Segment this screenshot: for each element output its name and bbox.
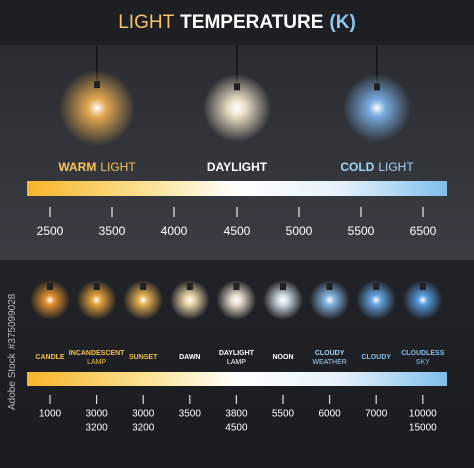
item-label: LAMP [227,359,246,366]
scale-value: 5000 [286,224,313,238]
title-main: TEMPERATURE [180,12,323,33]
item-label: DAYLIGHT [219,350,255,357]
bulb-socket [326,283,333,290]
bulb-socket [234,83,240,91]
spectrum-bar [27,372,447,386]
bulb-glow [356,280,397,320]
scale-value: 4000 [161,224,188,238]
light-label: DAYLIGHT [207,160,268,174]
item-label: LAMP [87,359,106,366]
bulb-glow [216,280,257,320]
bulb-socket [373,283,380,290]
spectrum-bar [27,181,447,196]
item-label: CANDLE [35,354,64,361]
item-value: 3200 [85,423,108,434]
bulb-glow [263,280,303,320]
title-light: LIGHT [118,12,174,33]
bulb-glow [30,280,70,320]
label-strong: DAYLIGHT [207,160,268,174]
bulb-socket [280,283,286,290]
item-value: 4500 [225,423,248,434]
item-label: CLOUDY [315,350,345,357]
image-id: #375099028 [7,293,18,349]
scale-value: 3500 [99,224,126,238]
item-label: NOON [273,354,294,361]
scale-value: 4500 [224,224,251,238]
bulb-socket [186,283,193,290]
item-value: 7000 [365,409,388,420]
label-light: LIGHT [378,160,414,174]
item-value: 3800 [225,409,248,420]
side-text: Adobe Stock #375099028 [7,293,18,410]
item-label: DAWN [179,354,200,361]
label-strong: WARM [58,160,96,174]
bulb-glow [59,70,135,146]
item-label: SKY [416,359,430,366]
item-value: 3200 [132,423,155,434]
label-strong: COLD [340,160,374,174]
header-bg [0,0,474,45]
bulb-glow [309,280,350,320]
item-value: 3000 [132,409,155,420]
item-value: 3000 [85,409,108,420]
light-label: COLD LIGHT [340,160,414,174]
bulb-socket [94,81,100,89]
bulb-glow [402,280,443,320]
item-label: CLOUDLESS [401,350,445,357]
bulb-glow [76,280,117,320]
item-value: 3500 [179,409,202,420]
bulb-socket [374,83,380,91]
item-label: SUNSET [129,354,158,361]
scale-value: 6500 [410,224,437,238]
bulb-glow [169,280,210,320]
item-value: 6000 [318,409,341,420]
bulb-glow [343,74,411,142]
item-label: CLOUDY [361,354,391,361]
brand: Adobe Stock [7,352,18,410]
title: LIGHT TEMPERATURE (K) [118,12,356,33]
item-label: WEATHER [312,359,346,366]
bulb-socket [419,283,426,290]
bulb-socket [47,283,53,290]
item-value: 5500 [272,409,295,420]
title-unit: (K) [329,12,355,33]
label-light: LIGHT [100,160,136,174]
light-label: WARM LIGHT [58,160,136,174]
scale-value: 5500 [348,224,375,238]
bulb-glow [203,74,271,142]
item-value: 10000 [409,409,437,420]
bulb-socket [140,283,147,290]
item-value: 1000 [39,409,62,420]
bulb-socket [233,283,240,290]
bulb-glow [123,280,164,320]
bulb-socket [93,283,100,290]
item-value: 15000 [409,423,437,434]
item-label: INCANDESCENT [69,350,125,357]
scale-value: 2500 [37,224,64,238]
